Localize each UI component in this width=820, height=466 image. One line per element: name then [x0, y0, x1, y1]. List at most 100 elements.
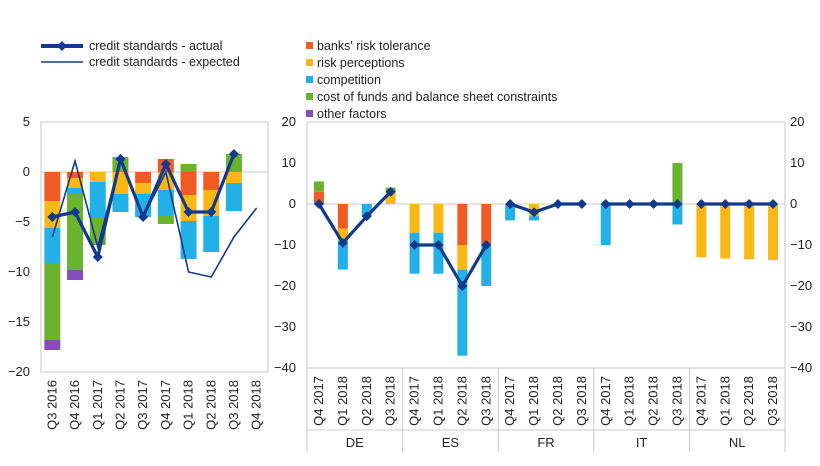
actual-point	[600, 199, 611, 209]
bar-segment-risk-perceptions	[457, 245, 468, 270]
legend-item-banks-risk-tolerance: banks' risk tolerance	[306, 39, 431, 53]
actual-point	[505, 199, 516, 209]
y-tick-label-left: 20	[282, 114, 296, 129]
actual-line	[317, 190, 392, 246]
y-tick-label: −5	[15, 214, 30, 229]
bar-segment-competition	[89, 182, 106, 217]
bar-segment-competition	[457, 269, 468, 356]
x-tick-label: Q4 2016	[67, 380, 82, 430]
y-tick-label-left: −20	[274, 278, 296, 293]
actual-point	[433, 240, 444, 250]
group-label: DE	[346, 435, 364, 450]
bar-segment-risk-perceptions	[409, 204, 420, 233]
bar-segment-other-factors	[67, 270, 84, 280]
bar-segment-competition	[67, 188, 84, 193]
x-tick-label: Q4 2017	[158, 380, 173, 430]
bar-segment-risk-perceptions	[135, 183, 152, 194]
x-tick-label: Q3 2018	[226, 380, 241, 430]
x-tick-label: Q2 2018	[203, 380, 218, 430]
group-label: NL	[729, 435, 746, 450]
actual-point	[768, 199, 779, 209]
bar-segment-banks-risk-tolerance	[313, 191, 324, 204]
group-label: FR	[537, 435, 554, 450]
legend-label-other-factors: other factors	[317, 107, 386, 121]
legend-item-actual: credit standards - actual	[41, 39, 222, 53]
x-tick-label: Q3 2016	[44, 380, 59, 430]
bar-segment-cost-of-funds	[44, 263, 61, 340]
actual-point	[529, 207, 540, 218]
legend-item-risk-perceptions: risk perceptions	[306, 56, 405, 70]
legend-item-other-factors: other factors	[306, 107, 386, 121]
bar-segment-competition	[180, 221, 197, 259]
bar-segment-cost-of-funds	[313, 181, 324, 192]
x-tick-label: Q3 2018	[383, 376, 398, 426]
actual-point	[481, 240, 492, 250]
x-tick-label: Q2 2018	[550, 376, 565, 426]
panel-countries: 20 20 10 10 0 0 −10 −10 −20 −20 −30 −30 −40 −40 DE Q4 2…	[274, 114, 812, 452]
actual-point	[115, 154, 126, 164]
x-tick-label: Q1 2018	[181, 380, 196, 430]
x-tick-label: Q1 2018	[430, 376, 445, 426]
x-tick-label: Q1 2018	[622, 376, 637, 426]
bar-segment-competition	[361, 204, 372, 217]
bar-segment-risk-perceptions	[744, 204, 755, 260]
bar-segment-risk-perceptions	[67, 178, 84, 188]
y-tick-label-right: −20	[790, 278, 812, 293]
y-tick-label: −20	[8, 364, 30, 379]
legend-item-cost-of-funds: cost of funds and balance sheet constrai…	[306, 90, 557, 104]
bar-segment-banks-risk-tolerance	[44, 172, 61, 201]
bar-segment-risk-perceptions	[203, 190, 220, 216]
y-tick-label-left: −40	[274, 360, 296, 375]
x-tick-label: Q2 2018	[454, 376, 469, 426]
y-tick-label-right: −40	[790, 360, 812, 375]
legend-swatch-banks-risk-tolerance	[306, 42, 313, 49]
x-tick-label: Q2 2018	[359, 376, 374, 426]
actual-point	[138, 212, 149, 222]
group-label: ES	[442, 435, 460, 450]
x-tick-label: Q1 2018	[335, 376, 350, 426]
actual-point	[337, 237, 348, 248]
legend-marker-actual	[57, 41, 67, 51]
actual-point	[624, 199, 635, 209]
legend-swatch-risk-perceptions	[306, 59, 313, 66]
group-label: IT	[636, 435, 648, 450]
bar-segment-competition	[433, 232, 444, 274]
bar-segment-competition	[600, 204, 611, 245]
y-tick-label-right: −30	[790, 319, 812, 334]
actual-point	[361, 211, 372, 222]
legend-label-expected: credit standards - expected	[89, 55, 240, 69]
panel-euro-area: 5 0 −5 −10 −15 −20 Q3 2016 Q4 2016 Q1 2017 Q2 201…	[8, 114, 269, 430]
x-tick-label: Q1 2018	[717, 376, 732, 426]
x-tick-label: Q4 2017	[311, 376, 326, 426]
actual-line	[414, 243, 488, 290]
actual-point	[696, 199, 707, 209]
actual-point	[183, 207, 194, 217]
bar-segment-cost-of-funds	[180, 164, 197, 172]
bar-segment-risk-perceptions	[337, 228, 348, 241]
y-tick-label: −10	[8, 264, 30, 279]
bar-segment-competition	[505, 204, 516, 221]
y-tick-label-left: −30	[274, 319, 296, 334]
y-tick-label: 0	[23, 164, 30, 179]
legend-label-risk-perceptions: risk perceptions	[317, 56, 405, 70]
legend-swatch-cost-of-funds	[306, 93, 313, 100]
bar-segment-competition	[44, 228, 61, 263]
actual-point	[92, 252, 103, 262]
bar-segment-banks-risk-tolerance	[135, 172, 152, 183]
legend-label-cost-of-funds: cost of funds and balance sheet constrai…	[317, 90, 557, 104]
bar-segment-risk-perceptions	[696, 204, 707, 258]
x-tick-label: Q4 2017	[407, 376, 422, 426]
bar-segment-cost-of-funds	[157, 216, 174, 224]
bar-segment-competition	[112, 194, 129, 212]
y-tick-label-left: 10	[282, 155, 296, 170]
x-tick-label: Q4 2017	[598, 376, 613, 426]
bar-segment-competition	[481, 245, 492, 286]
actual-point	[720, 199, 731, 209]
y-tick-label-right: 0	[790, 196, 797, 211]
bar-segment-other-factors	[44, 340, 61, 350]
legend-label-actual: credit standards - actual	[89, 39, 222, 53]
y-tick-label: 5	[23, 114, 30, 129]
x-tick-label: Q2 2017	[112, 380, 127, 430]
x-tick-label: Q3 2018	[478, 376, 493, 426]
x-tick-label: Q3 2018	[765, 376, 780, 426]
